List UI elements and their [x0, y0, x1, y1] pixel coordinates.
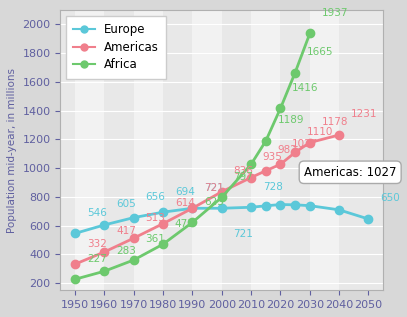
Text: 471: 471	[175, 219, 195, 229]
Text: 546: 546	[87, 208, 107, 218]
Text: 1027: 1027	[292, 139, 319, 149]
Text: 614: 614	[175, 198, 195, 208]
Bar	[193, 10, 222, 290]
Text: Americas: 1027: Americas: 1027	[304, 166, 396, 179]
Text: 982: 982	[278, 145, 298, 155]
Text: 728: 728	[263, 182, 283, 192]
Text: 1665: 1665	[307, 47, 333, 57]
Y-axis label: Population mid-year, in millions: Population mid-year, in millions	[7, 68, 17, 233]
Text: 623: 623	[204, 197, 224, 207]
Bar	[251, 10, 280, 290]
Text: 1189: 1189	[278, 115, 304, 126]
Text: 721: 721	[204, 183, 224, 193]
Bar	[134, 10, 163, 290]
Text: 361: 361	[145, 235, 165, 244]
Text: 694: 694	[175, 187, 195, 197]
Text: 650: 650	[380, 193, 400, 203]
Text: 836: 836	[234, 166, 254, 176]
Bar	[310, 10, 339, 290]
Text: 721: 721	[204, 183, 224, 193]
Text: 1937: 1937	[322, 8, 348, 18]
Text: 1110: 1110	[307, 127, 333, 137]
Legend: Europe, Americas, Africa: Europe, Americas, Africa	[66, 16, 166, 79]
Text: 417: 417	[116, 226, 136, 236]
Text: 656: 656	[145, 192, 165, 202]
Text: 283: 283	[116, 246, 136, 256]
Text: 721: 721	[234, 229, 254, 239]
Text: 797: 797	[234, 172, 254, 182]
Text: 935: 935	[263, 152, 283, 162]
Bar	[75, 10, 104, 290]
Text: 1178: 1178	[322, 117, 348, 127]
Text: 605: 605	[116, 199, 136, 210]
Text: 1231: 1231	[351, 109, 377, 120]
Text: 513: 513	[145, 213, 165, 223]
Text: 1416: 1416	[292, 83, 319, 93]
Text: 227: 227	[87, 254, 107, 264]
Text: 332: 332	[87, 239, 107, 249]
